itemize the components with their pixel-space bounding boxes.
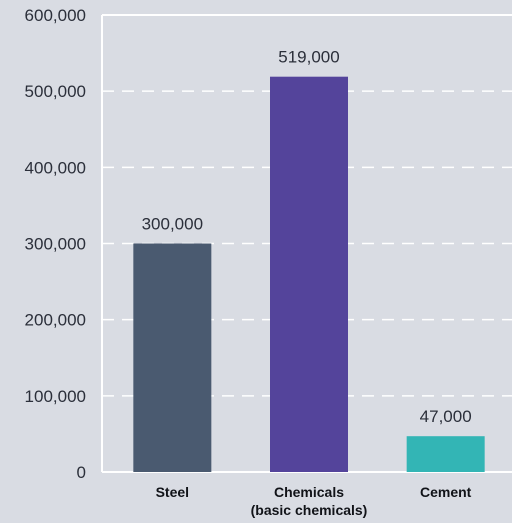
- y-tick-label: 600,000: [25, 6, 86, 25]
- y-tick-label: 500,000: [25, 82, 86, 101]
- y-tick-label: 100,000: [25, 387, 86, 406]
- bars: [133, 76, 485, 472]
- y-tick-label: 200,000: [25, 311, 86, 330]
- bar: [133, 243, 212, 472]
- data-label: 47,000: [420, 407, 472, 426]
- data-label: 519,000: [278, 48, 339, 67]
- bar: [270, 76, 348, 472]
- bar: [406, 436, 485, 472]
- x-tick-label: Chemicals: [274, 484, 344, 500]
- data-label: 300,000: [142, 215, 203, 234]
- category-labels: Steel Chemicals (basic chemicals) Cement: [156, 484, 472, 518]
- data-labels: 300,000 519,000 47,000: [142, 48, 472, 427]
- x-tick-label: (basic chemicals): [251, 502, 368, 518]
- x-tick-label: Cement: [420, 484, 472, 500]
- y-tick-label: 0: [77, 463, 86, 482]
- y-tick-label: 300,000: [25, 235, 86, 254]
- y-axis-ticks: 0 100,000 200,000 300,000 400,000 500,000 600,…: [25, 6, 86, 482]
- x-tick-label: Steel: [156, 484, 189, 500]
- y-tick-label: 400,000: [25, 158, 86, 177]
